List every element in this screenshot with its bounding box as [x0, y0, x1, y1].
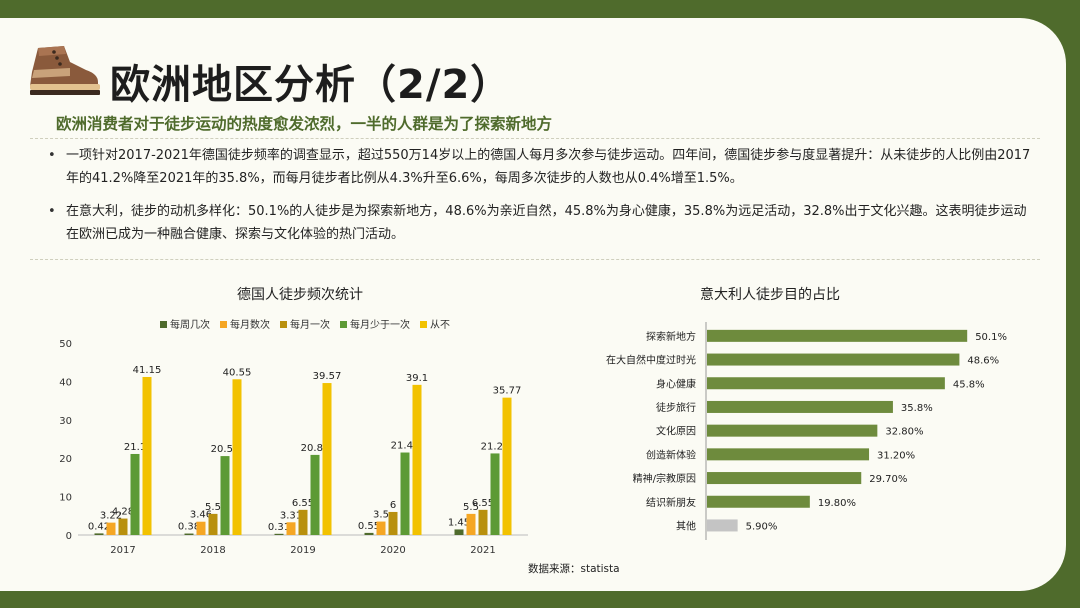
- legend-label: 每月一次: [290, 318, 330, 331]
- bar: [106, 522, 116, 535]
- x-tick-label: 2018: [200, 545, 225, 556]
- bar: [142, 376, 152, 535]
- page-subtitle: 欧洲消费者对于徒步运动的热度愈发浓烈，一半的人群是为了探索新地方: [56, 115, 553, 133]
- data-label: 41.15: [133, 365, 162, 376]
- legend-label: 每周几次: [170, 318, 210, 331]
- bar: [310, 454, 320, 535]
- data-label: 40.55: [223, 367, 252, 378]
- bar: [412, 384, 422, 535]
- bar: [322, 383, 332, 535]
- y-tick-label: 0: [66, 531, 72, 542]
- legend-label: 从不: [430, 320, 450, 331]
- bar: [274, 533, 284, 535]
- y-tick-label: 30: [59, 416, 72, 427]
- bar: [298, 509, 308, 535]
- legend-swatch: [340, 321, 347, 328]
- bar: [94, 533, 104, 535]
- x-tick-label: 2019: [290, 545, 315, 556]
- y-tick-label: 20: [59, 454, 72, 465]
- bar: [118, 518, 128, 535]
- bar: [184, 533, 194, 535]
- data-label: 1.45: [448, 517, 470, 528]
- divider: [30, 138, 1040, 139]
- page-title: 欧洲地区分析（2/2）: [110, 62, 512, 108]
- data-label: 0.38: [178, 522, 200, 533]
- bullet-item: 一项针对2017-2021年德国徒步频率的调查显示，超过550万14岁以上的德国…: [48, 144, 1038, 190]
- bar: [478, 509, 488, 535]
- bar: [364, 532, 374, 535]
- data-label: 0.55: [358, 521, 380, 532]
- x-tick-label: 2021: [470, 545, 495, 556]
- bar: [220, 456, 230, 535]
- data-label: 0.42: [88, 521, 110, 532]
- data-label: 6.55: [472, 498, 494, 509]
- bar: [502, 397, 512, 535]
- bar: [466, 513, 476, 535]
- data-label: 3.46: [190, 510, 212, 521]
- bar: [388, 511, 398, 535]
- data-label: 35.77: [493, 386, 522, 397]
- data-label: 39.57: [313, 371, 342, 382]
- bullet-item: 在意大利，徒步的动机多样化：50.1%的人徒步是为探索新地方，48.6%为亲近自…: [48, 200, 1038, 246]
- data-label: 6.55: [292, 498, 314, 509]
- data-label: 20.55: [211, 444, 240, 455]
- bullet-list: 一项针对2017-2021年德国徒步频率的调查显示，超过550万14岁以上的德国…: [48, 144, 1038, 256]
- chart-title-italy: 意大利人徒步目的占比: [700, 287, 840, 303]
- bar: [454, 529, 464, 535]
- bar: [232, 379, 242, 535]
- data-source: 数据来源：statista: [528, 563, 620, 575]
- data-label: 5.5: [463, 502, 479, 513]
- data-label: 6: [390, 500, 396, 511]
- data-label: 39.1: [406, 373, 428, 384]
- data-label: 20.86: [301, 443, 330, 454]
- bar: [400, 452, 410, 535]
- bar: [286, 522, 296, 535]
- bar: [196, 521, 206, 535]
- slide-card: 欧洲地区分析（2/2） 欧洲消费者对于徒步运动的热度愈发浓烈，一半的人群是为了探…: [0, 18, 1066, 591]
- data-label: 3.5: [373, 510, 389, 521]
- data-label: 21.1: [124, 442, 146, 453]
- data-label: 4.28: [112, 507, 134, 518]
- legend-swatch: [420, 321, 427, 328]
- bar: [208, 513, 218, 535]
- x-tick-label: 2017: [110, 545, 135, 556]
- legend-swatch: [160, 321, 167, 328]
- data-label: 21.24: [481, 441, 510, 452]
- hiking-boot-icon: [30, 46, 100, 95]
- data-label: 0.31: [268, 522, 290, 533]
- legend-label: 每月数次: [230, 318, 270, 331]
- data-label: 5.5: [205, 502, 221, 513]
- legend-label: 每月少于一次: [350, 318, 410, 331]
- y-tick-label: 10: [59, 493, 72, 504]
- germany-frequency-chart: 每周几次 每月数次 每月一次 每月少于一次 从不010203040500.423.224…: [59, 318, 528, 556]
- bar: [376, 521, 386, 535]
- data-label: 3.22: [100, 511, 122, 522]
- divider: [30, 259, 1040, 260]
- y-tick-label: 50: [59, 339, 72, 350]
- legend-swatch: [280, 321, 287, 328]
- legend-swatch: [220, 321, 227, 328]
- data-label: 21.48: [391, 441, 420, 452]
- bar: [490, 453, 500, 535]
- data-label: 3.31: [280, 510, 302, 521]
- y-tick-label: 40: [59, 377, 72, 388]
- bar: [130, 453, 140, 535]
- x-tick-label: 2020: [380, 545, 405, 556]
- chart-title-germany: 德国人徒步频次统计: [237, 287, 363, 303]
